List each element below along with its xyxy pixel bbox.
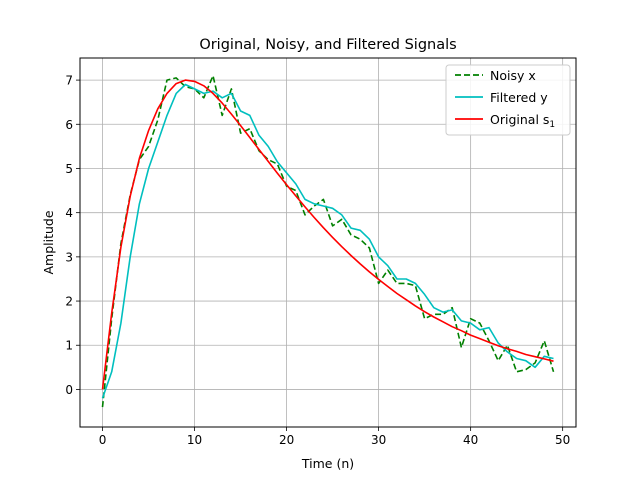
legend: Noisy x Filtered y Original s1 (445, 64, 571, 136)
plot-frame (79, 57, 577, 428)
x-tick-label: 30 (371, 433, 386, 447)
y-tick-label: 3 (65, 250, 73, 264)
x-axis-label: Time (n) (301, 456, 354, 471)
x-tick-label: 20 (279, 433, 294, 447)
axis-ticks: 0 10 20 30 40 50 0 1 2 3 4 5 6 7 (65, 74, 570, 447)
y-tick-label: 2 (65, 295, 73, 309)
chart-title: Original, Noisy, and Filtered Signals (199, 37, 456, 53)
y-tick-label: 1 (65, 339, 73, 353)
grid (80, 58, 576, 427)
legend-label-original-subscript: 1 (549, 120, 555, 130)
y-tick-label: 0 (65, 383, 73, 397)
series-filtered-line (101, 83, 554, 399)
legend-label-original-main: Original s (490, 112, 549, 127)
legend-box (445, 64, 571, 136)
legend-label-filtered: Filtered y (490, 90, 548, 105)
y-tick-label: 7 (65, 74, 73, 88)
y-axis-label: Amplitude (41, 210, 56, 274)
y-tick-label: 6 (65, 118, 73, 132)
series-original-line (101, 79, 554, 390)
x-tick-label: 10 (187, 433, 202, 447)
legend-label-original: Original s1 (490, 112, 555, 130)
y-tick-label: 5 (65, 162, 73, 176)
series-noisy-line (101, 74, 555, 408)
x-tick-label: 0 (99, 433, 107, 447)
series-group (101, 74, 555, 408)
legend-label-noisy: Noisy x (490, 68, 536, 83)
y-tick-label: 4 (65, 206, 73, 220)
x-tick-label: 40 (463, 433, 478, 447)
x-tick-label: 50 (555, 433, 570, 447)
